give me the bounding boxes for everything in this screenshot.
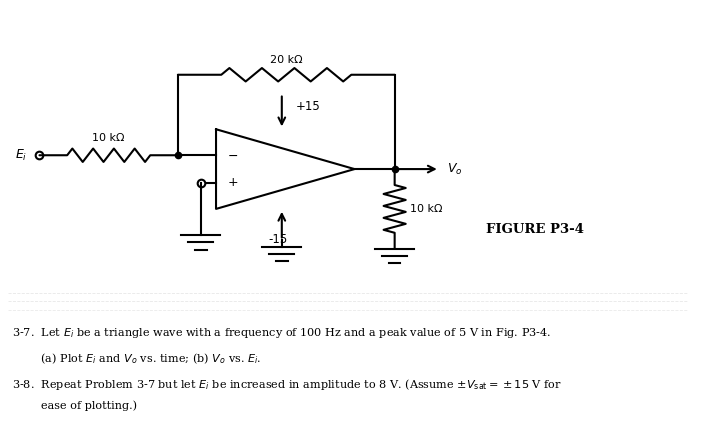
Text: 10 kΩ: 10 kΩ	[92, 133, 125, 143]
Text: +15: +15	[296, 100, 321, 113]
Text: FIGURE P3-4: FIGURE P3-4	[486, 223, 584, 236]
Text: 3-8.  Repeat Problem 3-7 but let $E_i$ be increased in amplitude to 8 V. (Assume: 3-8. Repeat Problem 3-7 but let $E_i$ be…	[12, 376, 561, 392]
Text: $+$: $+$	[227, 176, 239, 189]
Text: (a) Plot $E_i$ and $V_o$ vs. time; (b) $V_o$ vs. $E_i$.: (a) Plot $E_i$ and $V_o$ vs. time; (b) $…	[12, 352, 261, 366]
Text: 10 kΩ: 10 kΩ	[410, 204, 443, 214]
Text: $-$: $-$	[227, 149, 238, 162]
Text: 20 kΩ: 20 kΩ	[270, 55, 303, 65]
Text: -15: -15	[269, 233, 288, 246]
Text: $E_i$: $E_i$	[15, 148, 27, 163]
Text: $V_o$: $V_o$	[447, 162, 462, 177]
Text: ease of plotting.): ease of plotting.)	[12, 400, 137, 411]
Text: 3-7.  Let $E_i$ be a triangle wave with a frequency of 100 Hz and a peak value o: 3-7. Let $E_i$ be a triangle wave with a…	[12, 326, 551, 340]
